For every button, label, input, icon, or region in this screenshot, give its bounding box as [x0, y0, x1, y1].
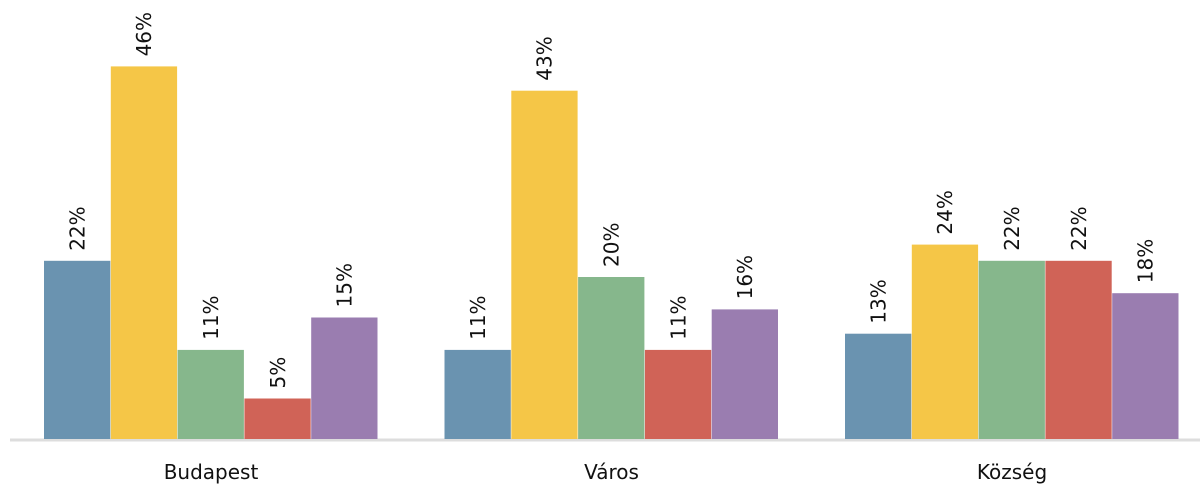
x-tick-label: Község	[977, 460, 1047, 484]
data-label: 22%	[1000, 206, 1024, 250]
data-label: 11%	[199, 295, 223, 339]
bar	[511, 90, 578, 439]
bar	[978, 260, 1045, 439]
x-tick-label: Budapest	[164, 460, 259, 484]
data-label: 11%	[666, 295, 690, 339]
bar	[244, 398, 311, 439]
bar	[444, 349, 511, 439]
data-label: 16%	[733, 255, 757, 299]
data-label: 5%	[266, 357, 290, 389]
bar	[711, 309, 778, 439]
bar	[311, 317, 378, 439]
bar	[110, 66, 178, 440]
bar	[177, 349, 244, 439]
data-label: 46%	[132, 12, 156, 56]
data-label: 24%	[933, 190, 957, 234]
bar	[1112, 293, 1179, 439]
bar	[44, 260, 111, 439]
bar	[644, 349, 712, 439]
data-label: 15%	[333, 263, 357, 307]
data-label: 20%	[600, 223, 624, 267]
bar	[911, 244, 979, 439]
bar	[578, 277, 645, 439]
bar	[845, 333, 912, 439]
data-label: 18%	[1134, 239, 1158, 283]
data-label: 13%	[866, 279, 890, 323]
data-label: 22%	[1067, 206, 1091, 250]
data-label: 22%	[65, 206, 89, 250]
x-tick-label: Város	[584, 460, 639, 484]
data-label: 43%	[533, 36, 557, 80]
bar	[1045, 260, 1112, 439]
data-label: 11%	[466, 295, 490, 339]
